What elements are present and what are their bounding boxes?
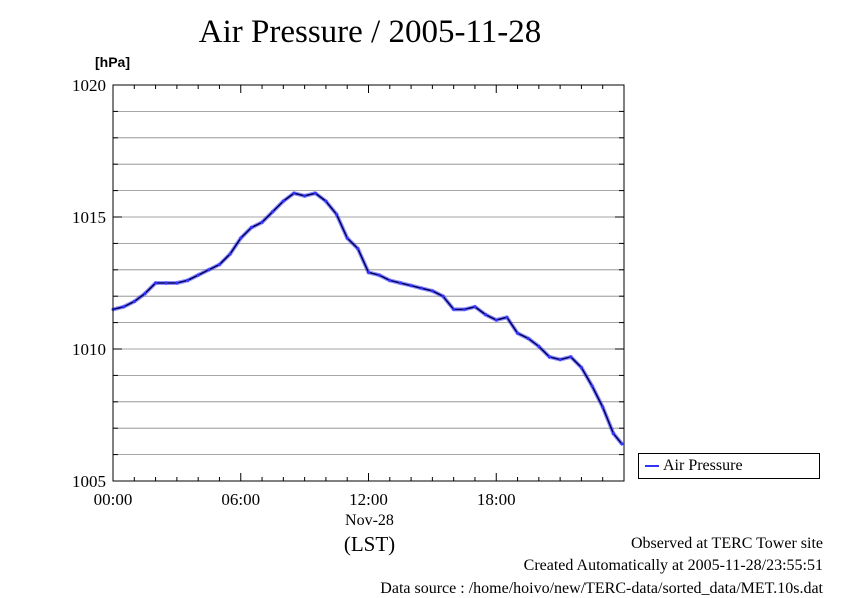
plot-frame [112, 84, 625, 482]
data-point [196, 273, 200, 277]
data-point [249, 226, 253, 230]
y-tick-label: 1010 [72, 340, 106, 359]
legend-label: Air Pressure [663, 457, 743, 474]
data-point [271, 210, 275, 214]
data-point [292, 191, 296, 195]
data-point [526, 336, 530, 340]
x-tick-label: 00:00 [94, 490, 133, 509]
footer-observed-site: Observed at TERC Tower site [630, 535, 823, 552]
data-point [430, 289, 434, 293]
data-point [313, 191, 317, 195]
data-point [516, 331, 520, 335]
data-point [611, 431, 615, 435]
data-point [186, 278, 190, 282]
data-point [462, 307, 466, 311]
data-point [590, 384, 594, 388]
series-line [112, 192, 623, 445]
data-point [154, 281, 158, 285]
data-point [558, 358, 562, 362]
data-point [356, 247, 360, 251]
data-point [484, 313, 488, 317]
data-point [207, 268, 211, 272]
data-point [164, 281, 168, 285]
grid-lines [113, 111, 624, 456]
data-point [473, 305, 477, 309]
axis-ticks [112, 84, 625, 482]
data-point [335, 212, 339, 216]
data-point [175, 281, 179, 285]
data-point [132, 299, 136, 303]
x-axis-label: (LST) [343, 532, 396, 556]
data-point [388, 278, 392, 282]
footer-data-source: Data source : /home/hoivo/new/TERC-data/… [380, 580, 823, 597]
data-point [345, 236, 349, 240]
data-point [367, 270, 370, 274]
data-point [441, 294, 445, 298]
data-point [260, 220, 264, 224]
x-date-label: Nov-28 [345, 512, 394, 529]
tick-labels: 1005 1010 1015 1020 00:00 06:00 12:00 18:00 [72, 76, 516, 509]
x-tick-label: 12:00 [349, 490, 388, 509]
data-point [377, 273, 381, 277]
data-point [452, 307, 456, 311]
legend-line-swatch [645, 465, 659, 467]
data-point [143, 292, 147, 296]
y-tick-label: 1005 [72, 472, 106, 491]
data-point [409, 284, 413, 288]
data-point [217, 263, 221, 267]
series-halo-line [112, 191, 624, 446]
data-point [620, 442, 624, 446]
x-tick-label: 18:00 [477, 490, 516, 509]
data-point [579, 365, 583, 369]
x-tick-label: 06:00 [221, 490, 260, 509]
footer-created-timestamp: Created Automatically at 2005-11-28/23:5… [523, 557, 823, 574]
legend: Air Pressure [638, 453, 820, 479]
data-point [505, 315, 509, 319]
data-point [537, 344, 541, 348]
data-point [398, 281, 402, 285]
chart-title: Air Pressure / 2005-11-28 [198, 14, 542, 50]
data-point [324, 199, 328, 203]
data-point [239, 236, 243, 240]
data-point [303, 194, 307, 198]
series-lines [111, 191, 624, 446]
data-point [281, 199, 285, 203]
data-point [547, 355, 551, 359]
data-point [569, 355, 573, 359]
data-point [122, 305, 126, 309]
data-point [228, 252, 232, 256]
data-point [601, 405, 605, 409]
data-point [420, 286, 424, 290]
y-tick-label: 1020 [72, 76, 106, 95]
y-axis-unit-label: [hPa] [95, 54, 130, 70]
y-tick-label: 1015 [72, 208, 106, 227]
data-point [494, 318, 498, 322]
